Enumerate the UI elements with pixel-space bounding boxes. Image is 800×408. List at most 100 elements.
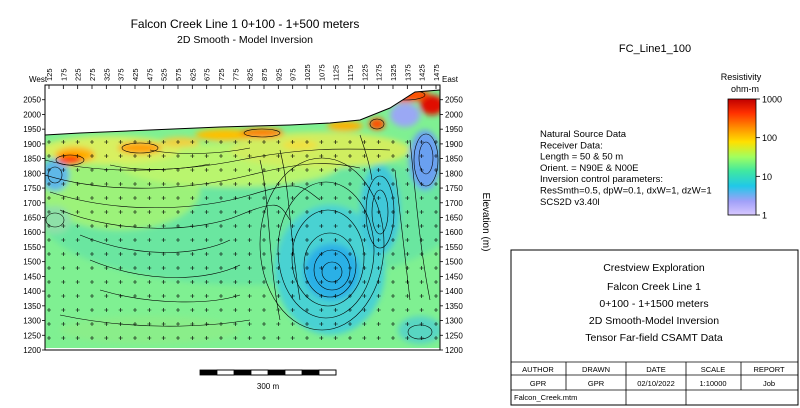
station-tick-label: 425 [131,68,140,81]
elevation-axis-left: 2050 2000 1950 1900 1850 1800 1750 1700 1650 1600… [23,96,45,355]
elevation-tick-label: 1350 [445,302,463,311]
info-line: Orient. = N90E & N00E [540,163,638,174]
resistivity-section [45,90,440,348]
receiver-grid [47,140,438,340]
station-tick-label: 275 [88,68,97,81]
blob [230,132,410,168]
info-line: ResSmth=0.5, dpW=0.1, dxW=1, dzW=1 [540,186,712,197]
elevation-tick-label: 1950 [23,125,41,134]
value-report: Job [763,379,775,388]
chart-title: Falcon Creek Line 1 0+100 - 1+500 meters [131,17,360,31]
contour [359,134,373,181]
station-tick-label: 475 [145,68,154,81]
contour [259,157,385,331]
station-tick-label: 1225 [360,64,369,81]
colorbar-tick-label: 1000 [762,95,782,105]
elevation-axis-label: Elevation (m) [480,193,491,252]
station-tick-label: 325 [102,68,111,81]
contour [109,163,211,170]
blob [118,142,162,154]
east-label: East [442,75,459,84]
contour [59,314,251,327]
blob [60,316,240,344]
contour [409,139,431,301]
elevation-tick-label: 2050 [445,96,463,105]
blob [327,121,363,131]
elevation-tick-label: 1550 [445,243,463,252]
value-author: GPR [530,379,547,388]
contour [89,259,241,278]
contour [99,289,241,303]
header-date: DATE [646,365,665,374]
elevation-tick-label: 1300 [445,317,463,326]
station-tick-label: 775 [231,68,240,81]
elevation-tick-label: 2000 [445,110,463,119]
elevation-tick-label: 1200 [445,346,463,355]
blob [282,140,318,150]
contour [45,148,391,171]
contour [49,185,321,209]
scale-bar-segment [318,369,337,376]
station-tick-label: 175 [59,68,68,81]
file-title: FC_Line1_100 [619,43,691,55]
contour [55,154,85,166]
chart-subtitle: 2D Smooth - Model Inversion [177,34,313,46]
header-drawn: DRAWN [582,365,610,374]
colorbar-tick-label: 100 [762,133,777,143]
contour [291,209,365,307]
elevation-tick-label: 1450 [445,272,463,281]
blob [45,206,71,234]
elevation-tick-label: 1800 [23,169,41,178]
blob [409,130,440,190]
station-tick-label: 1275 [375,64,384,81]
elevation-tick-label: 1600 [445,228,463,237]
scale-bar-segment [234,370,251,375]
station-tick-label: 125 [45,68,54,81]
blob [58,155,82,165]
info-line: Natural Source Data [540,129,627,140]
contour [79,234,231,253]
station-tick-label: 875 [260,68,269,81]
header-author: AUTHOR [522,365,554,374]
project-data: Tensor Far-field CSAMT Data [585,332,723,344]
colorbar-tick-label: 10 [762,172,772,182]
elevation-tick-label: 1550 [23,243,41,252]
station-tick-label: 975 [289,68,298,81]
elevation-tick-label: 1650 [23,214,41,223]
elevation-tick-label: 1250 [23,331,41,340]
station-tick-label: 1325 [389,64,398,81]
scale-bar-outline [199,369,337,376]
colorbar-gradient [727,98,757,216]
scale-bar-label: 300 m [257,382,280,391]
elevation-tick-label: 1500 [445,258,463,267]
station-tick-label: 625 [188,68,197,81]
value-drawn: GPR [588,379,605,388]
receiver-marks [47,140,438,340]
elevation-axis-right: 2050 2000 1950 1900 1850 1800 1750 1700 1650 1600… [440,96,463,355]
contour [121,142,159,154]
contour [47,166,63,184]
station-tick-label: 1425 [418,64,427,81]
value-date: 02/10/2022 [637,379,675,388]
project-range: 0+100 - 1+1500 meters [599,298,708,310]
station-tick-label: 1375 [403,64,412,81]
contour [407,324,433,340]
station-axis: 125 175 225 275 325 375 425 475 525 575 625 675 725 7… [45,64,441,89]
west-label: West [29,75,48,84]
station-tick-label: 1175 [346,65,355,81]
contour [277,181,375,319]
elevation-tick-label: 1400 [23,287,41,296]
elevation-tick-label: 1500 [23,258,41,267]
elevation-tick-label: 1850 [23,155,41,164]
contour [369,118,385,130]
elevation-tick-label: 1750 [445,184,463,193]
elevation-tick-label: 1700 [23,199,41,208]
blob [420,95,440,115]
header-scale: SCALE [701,365,726,374]
file-name: Falcon_Creek.mtm [514,393,577,402]
contour [45,212,65,228]
station-tick-label: 225 [74,68,83,81]
elevation-tick-label: 1400 [445,287,463,296]
scale-bar-segment [200,370,217,375]
station-tick-label: 825 [246,68,255,81]
